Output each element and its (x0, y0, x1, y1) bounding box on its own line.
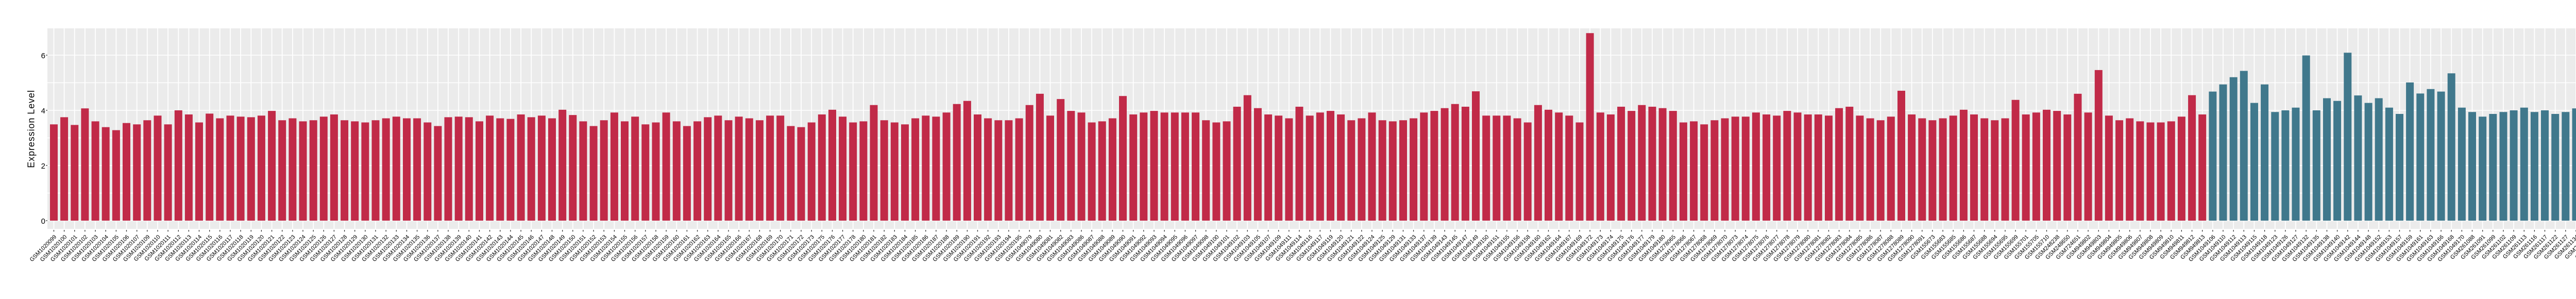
svg-text:2: 2 (41, 162, 45, 171)
svg-text:Expression Level: Expression Level (26, 90, 36, 168)
svg-text:6: 6 (41, 52, 45, 60)
svg-text:0: 0 (41, 217, 45, 226)
svg-text:4: 4 (41, 107, 45, 115)
